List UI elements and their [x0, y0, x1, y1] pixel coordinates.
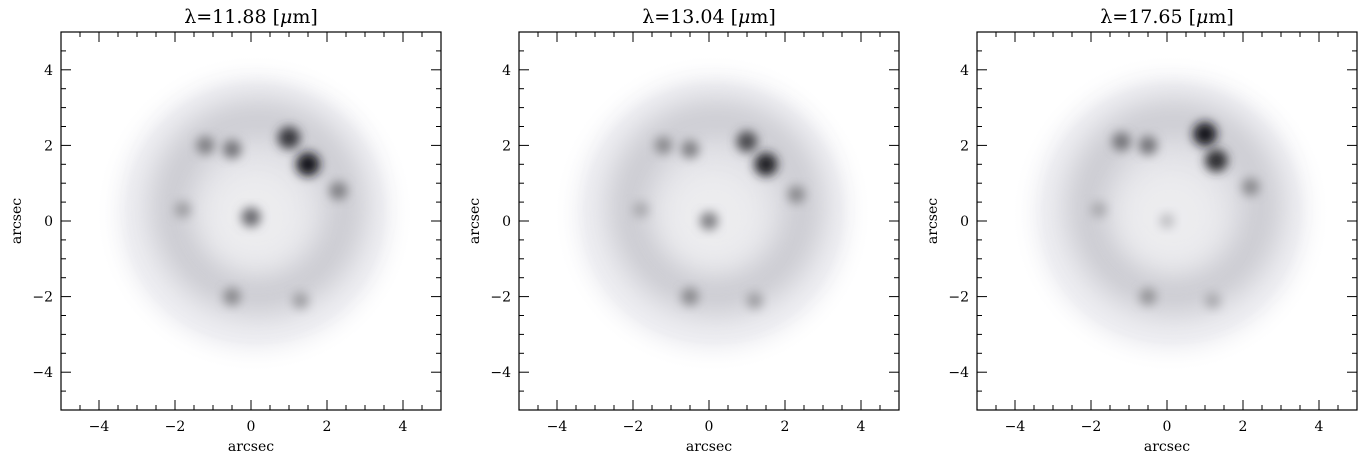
- x-tick-label: 2: [781, 419, 790, 435]
- bright-knot: [1205, 149, 1228, 172]
- x-tick-label: 4: [1315, 419, 1324, 435]
- x-tick-label: −2: [165, 419, 186, 435]
- nebula-image: [552, 53, 873, 374]
- y-tick-label: 4: [502, 63, 511, 79]
- panel-title: λ=17.65 [μm]: [1100, 6, 1234, 28]
- bright-knot: [329, 181, 348, 200]
- bright-knot: [632, 201, 649, 218]
- panel-title: λ=11.88 [μm]: [184, 6, 318, 28]
- bright-knot: [1139, 288, 1157, 305]
- bright-knot: [241, 207, 261, 227]
- y-tick-label: 2: [44, 138, 53, 154]
- x-tick-label: −4: [1005, 419, 1026, 435]
- x-tick-label: −2: [1081, 419, 1102, 435]
- y-tick-label: 2: [502, 138, 511, 154]
- bright-knot: [1138, 136, 1158, 155]
- y-tick-label: 4: [44, 63, 53, 79]
- bright-knot: [1204, 292, 1221, 309]
- bright-knot: [654, 136, 673, 155]
- nebula-image: [94, 53, 415, 374]
- y-axis-label: arcsec: [467, 198, 483, 244]
- y-tick-label: 0: [502, 214, 511, 230]
- bright-knot: [1193, 122, 1217, 147]
- panel-3-svg: −4 −4 −2 −2 0 0 2 2 4 4 arcsec arcsec λ=17.65 [μm]: [925, 6, 1358, 455]
- y-tick-label: −4: [948, 365, 969, 381]
- bright-knot: [174, 201, 191, 218]
- y-tick-label: −2: [490, 290, 511, 306]
- y-tick-label: −2: [32, 290, 53, 306]
- bright-knot: [681, 287, 699, 306]
- nebula-ring: [609, 98, 824, 313]
- nebula-image: [1010, 53, 1331, 374]
- bright-knot: [754, 152, 778, 176]
- x-axis-label: arcsec: [228, 439, 274, 455]
- x-axis-label: arcsec: [686, 439, 732, 455]
- bright-knot: [222, 139, 242, 159]
- x-tick-label: 0: [1163, 419, 1172, 435]
- y-tick-label: 0: [960, 214, 969, 230]
- y-tick-label: −2: [948, 290, 969, 306]
- bright-knot: [681, 140, 699, 159]
- x-tick-label: −4: [547, 419, 568, 435]
- axis-ticks: [976, 31, 1358, 411]
- panel-1-svg: −4 −4 −2 −2 0 0 2 2 4 4 arcsec arcsec λ=11.88 [μm]: [9, 6, 442, 455]
- nebula-ring: [1067, 98, 1282, 313]
- bright-knot: [736, 131, 758, 153]
- x-tick-label: −2: [623, 419, 644, 435]
- bright-knot: [277, 126, 301, 149]
- y-tick-label: 4: [960, 63, 969, 79]
- y-tick-label: −4: [490, 365, 511, 381]
- x-tick-label: 2: [1239, 419, 1248, 435]
- panel-1: −4 −4 −2 −2 0 0 2 2 4 4 arcsec arcsec λ=11.88 [μm]: [0, 0, 454, 459]
- bright-knot: [1159, 213, 1175, 229]
- x-tick-label: −4: [89, 419, 110, 435]
- y-tick-label: 0: [44, 214, 53, 230]
- panel-2: −4 −4 −2 −2 0 0 2 2 4 4 arcsec arcsec λ=13.04 [μm]: [458, 0, 912, 459]
- bright-knot: [1090, 201, 1107, 218]
- x-tick-label: 4: [857, 419, 866, 435]
- bright-knot: [1112, 132, 1131, 151]
- bright-knot: [746, 292, 763, 309]
- x-tick-label: 2: [323, 419, 332, 435]
- bright-knot: [700, 212, 718, 230]
- x-axis-label: arcsec: [1144, 439, 1190, 455]
- bright-knot: [787, 185, 806, 204]
- bright-knot: [223, 287, 241, 306]
- axis-ticks: [518, 31, 900, 411]
- x-tick-label: 0: [247, 419, 256, 435]
- panel-2-svg: −4 −4 −2 −2 0 0 2 2 4 4 arcsec arcsec λ=13.04 [μm]: [467, 6, 900, 455]
- y-tick-label: 2: [960, 138, 969, 154]
- bright-knot: [292, 292, 309, 309]
- y-axis-label: arcsec: [9, 198, 25, 244]
- y-axis-label: arcsec: [925, 198, 941, 244]
- x-tick-label: 0: [705, 419, 714, 435]
- axis-ticks: [60, 31, 442, 411]
- nebula-ring: [151, 98, 366, 313]
- bright-knot: [1241, 178, 1260, 196]
- bright-knot: [196, 136, 215, 155]
- y-tick-label: −4: [32, 365, 53, 381]
- panel-3: −4 −4 −2 −2 0 0 2 2 4 4 arcsec arcsec λ=17.65 [μm]: [916, 0, 1361, 459]
- x-tick-label: 4: [399, 419, 408, 435]
- panel-title: λ=13.04 [μm]: [642, 6, 776, 28]
- bright-knot: [296, 152, 320, 177]
